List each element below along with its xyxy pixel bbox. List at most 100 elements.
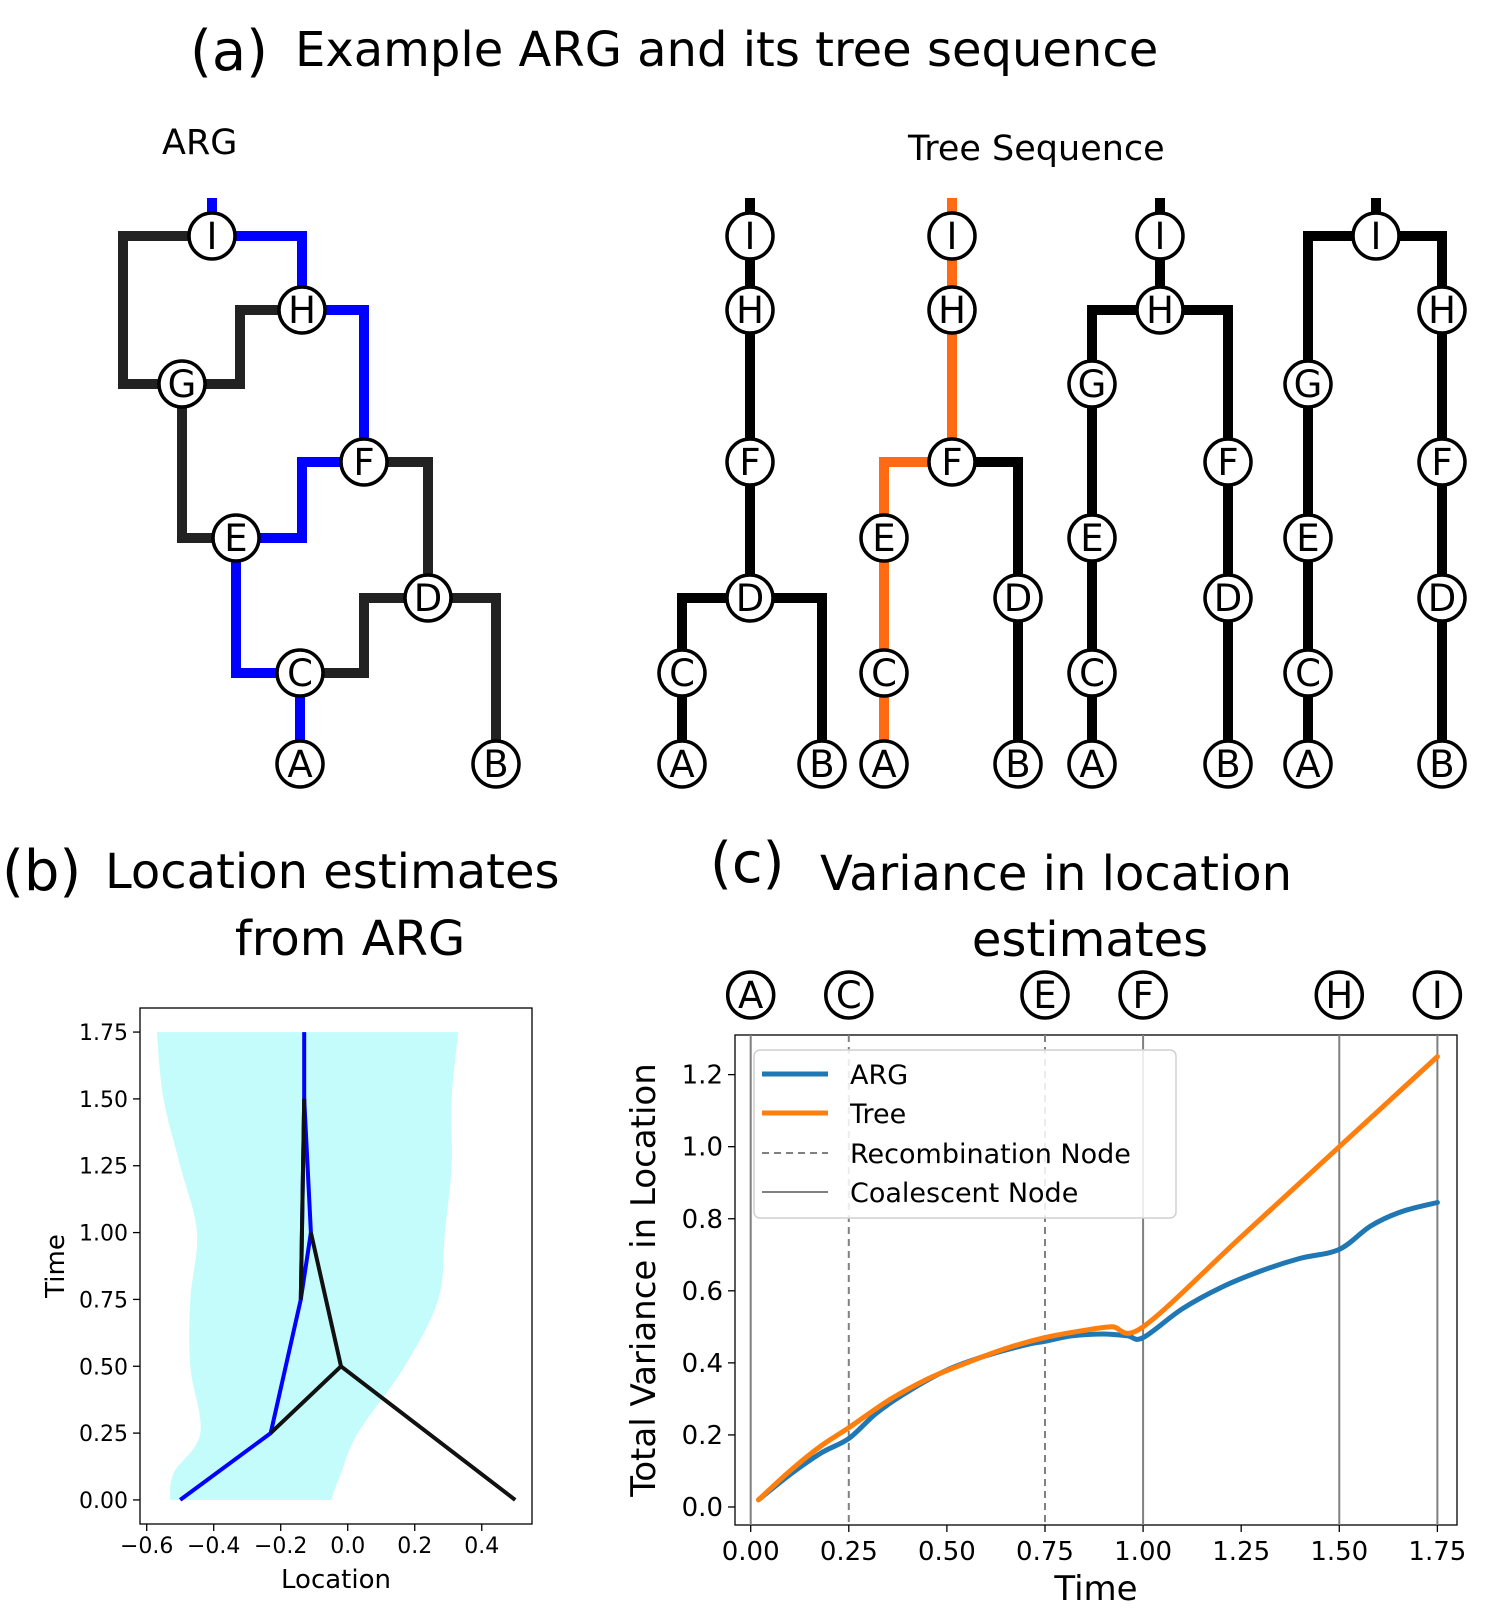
node-d: D	[993, 573, 1043, 623]
legend-box	[753, 1049, 1177, 1219]
tree-sequence-label: Tree Sequence	[907, 129, 1165, 169]
node-c: C	[275, 648, 325, 698]
legend-label-arg: ARG	[850, 1060, 908, 1091]
arg-edge	[118, 231, 212, 389]
svg-text:H: H	[938, 289, 966, 332]
node-marker-label: I	[1432, 974, 1443, 1017]
svg-text:D: D	[1428, 577, 1457, 620]
panel-b-title-line2: from ARG	[235, 911, 465, 967]
y-axis-ticks: 0.00 0.25 0.50 0.75 1.00 1.25 1.50 1.75	[79, 1021, 140, 1514]
node-a: A	[1067, 739, 1117, 789]
panel-b: (b) Location estimates from ARG −0.6 −0.4…	[2, 839, 560, 1595]
edge-line	[298, 1098, 307, 1300]
arg-edge	[300, 593, 501, 764]
node-a: A	[275, 739, 325, 789]
x-tick-label: 1.25	[1212, 1537, 1270, 1567]
node-h: H	[725, 285, 775, 335]
node-b: B	[471, 739, 521, 789]
node-h: H	[1135, 285, 1185, 335]
node-marker-label: E	[1033, 974, 1056, 1017]
series-tree-line	[756, 1054, 1440, 1503]
node-a: A	[1283, 739, 1333, 789]
svg-text:C: C	[669, 652, 695, 695]
node-c: C	[1067, 648, 1117, 698]
x-tick-label: 0.75	[1016, 1537, 1074, 1567]
node-marker-c: C	[824, 970, 874, 1020]
svg-text:I: I	[1371, 215, 1382, 258]
plot-c-frame	[734, 1034, 1458, 1526]
y-tick-label: 0.50	[79, 1355, 128, 1380]
x-tick-label: −0.4	[187, 1534, 240, 1559]
svg-text:F: F	[1431, 441, 1452, 484]
node-e: E	[1283, 513, 1333, 563]
x-axis-ticks: −0.6 −0.4 −0.2 0.0 0.2 0.4	[120, 1524, 499, 1559]
node-marker-e: E	[1020, 970, 1070, 1020]
svg-text:I: I	[207, 215, 218, 258]
svg-text:G: G	[168, 363, 197, 406]
node-d: D	[403, 573, 453, 623]
x-tick-label: 1.75	[1408, 1537, 1466, 1567]
arg-edge	[182, 305, 302, 389]
svg-text:D: D	[736, 577, 765, 620]
node-marker-h: H	[1314, 970, 1365, 1020]
y-tick-label: 1.50	[79, 1088, 128, 1113]
svg-text:B: B	[809, 743, 834, 786]
svg-text:G: G	[1078, 363, 1107, 406]
legend-label-coalescent: Coalescent Node	[850, 1178, 1078, 1209]
x-tick-label: 1.00	[1114, 1537, 1172, 1567]
x-tick-label: 1.50	[1310, 1537, 1368, 1567]
node-d: D	[725, 573, 775, 623]
svg-text:H: H	[1428, 289, 1456, 332]
node-h: H	[277, 285, 327, 335]
node-f: F	[339, 437, 389, 487]
y-axis-label: Total Variance in Location	[624, 1063, 664, 1498]
svg-text:D: D	[1004, 577, 1033, 620]
svg-text:E: E	[872, 517, 895, 560]
x-axis-ticks: 0.00 0.25 0.50 0.75 1.00 1.25 1.50 1.75	[722, 1525, 1466, 1567]
svg-text:I: I	[745, 215, 756, 258]
y-tick-label: 0.2	[682, 1421, 723, 1451]
svg-text:C: C	[287, 652, 313, 695]
svg-text:I: I	[947, 215, 958, 258]
svg-text:C: C	[1079, 652, 1105, 695]
node-b: B	[1417, 739, 1467, 789]
legend: ARG Tree Recombination Node Coalescent N…	[753, 1049, 1177, 1219]
node-e: E	[1067, 513, 1117, 563]
legend-label-recombination: Recombination Node	[850, 1139, 1131, 1170]
node-marker-i: I	[1412, 970, 1463, 1020]
svg-text:A: A	[871, 743, 896, 786]
y-tick-label: 1.0	[682, 1133, 723, 1163]
node-a: A	[859, 739, 909, 789]
node-marker-label: F	[1132, 974, 1153, 1017]
svg-text:C: C	[1295, 652, 1321, 695]
svg-text:B: B	[483, 743, 508, 786]
svg-text:H: H	[1146, 289, 1174, 332]
node-marker-a: A	[725, 970, 776, 1020]
node-f: F	[1417, 437, 1467, 487]
y-tick-label: 1.25	[79, 1155, 128, 1180]
panel-a-letter: (a)	[190, 19, 268, 84]
svg-text:F: F	[1217, 441, 1238, 484]
svg-text:G: G	[1294, 363, 1323, 406]
node-marker-label: A	[738, 974, 763, 1017]
tree-1: I H F D C A B	[657, 198, 847, 789]
x-tick-label: 0.50	[918, 1537, 976, 1567]
node-i: I	[187, 211, 237, 261]
svg-text:F: F	[353, 441, 374, 484]
x-tick-label: 0.0	[330, 1534, 365, 1559]
node-g: G	[157, 359, 207, 409]
svg-text:E: E	[1296, 517, 1319, 560]
tree-2: I H F E D C A B	[859, 198, 1043, 789]
node-marker-f: F	[1118, 970, 1168, 1020]
node-d: D	[1417, 573, 1467, 623]
node-b: B	[1203, 739, 1253, 789]
panel-a-title: Example ARG and its tree sequence	[295, 22, 1158, 78]
node-h: H	[927, 285, 977, 335]
y-tick-label: 0.8	[682, 1205, 723, 1235]
plot-b-frame	[139, 1007, 533, 1525]
node-i: I	[725, 211, 775, 261]
y-tick-label: 0.6	[682, 1277, 723, 1307]
x-axis-label: Time	[1053, 1569, 1137, 1609]
node-time-lines	[749, 1035, 1439, 1525]
y-axis-label: Time	[41, 1234, 71, 1299]
